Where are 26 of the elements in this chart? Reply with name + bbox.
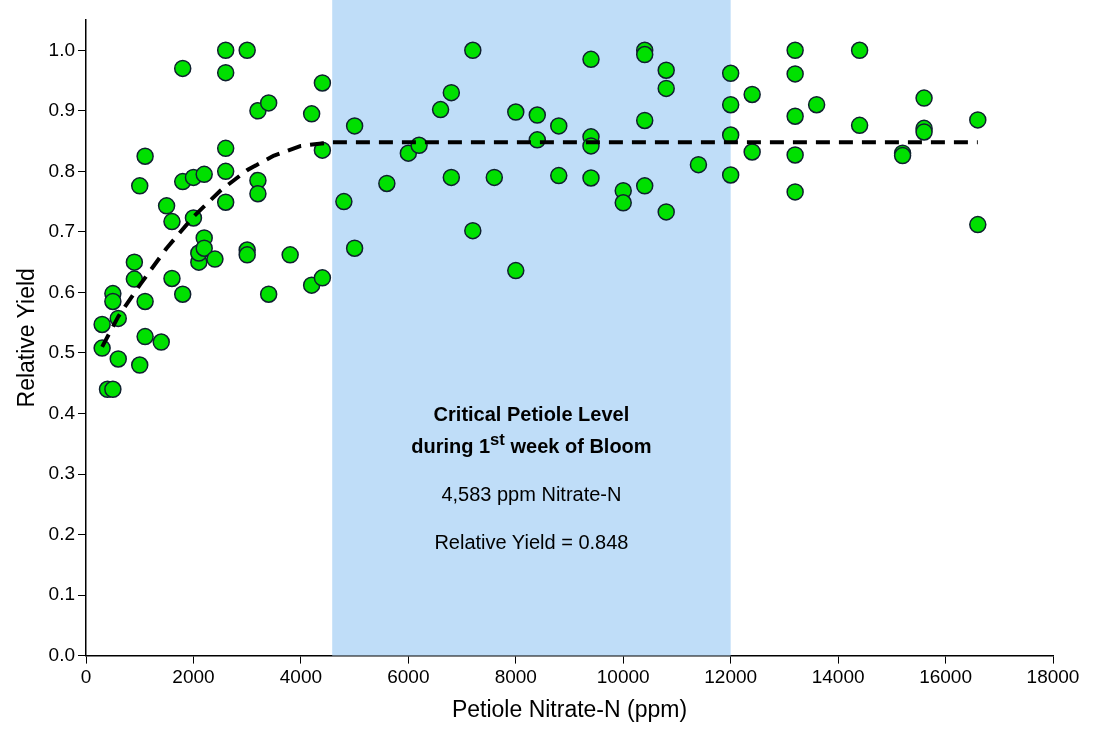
- x-tick-label: 0: [80, 666, 92, 688]
- x-tick-label: 2000: [172, 666, 215, 688]
- x-tick-label: 10000: [596, 666, 650, 688]
- y-tick-label: 0.6: [48, 280, 76, 302]
- x-tick-label: 12000: [704, 666, 758, 688]
- x-tick-label: 14000: [811, 666, 865, 688]
- x-tick-label: 6000: [387, 666, 430, 688]
- y-tick-label: 0.5: [48, 341, 76, 363]
- x-axis-title: Petiole Nitrate-N (ppm): [451, 695, 688, 722]
- x-tick-label: 8000: [494, 666, 537, 688]
- x-tick-label: 16000: [919, 666, 972, 688]
- y-tick-label: 0.9: [48, 99, 76, 121]
- y-tick-label: 0.3: [48, 462, 76, 484]
- y-axis-title: Relative Yield: [13, 268, 40, 408]
- annotation: Relative Yield = 0.848: [433, 530, 630, 555]
- y-tick-label: 0.0: [48, 643, 76, 665]
- y-tick-label: 0.1: [48, 583, 76, 605]
- y-tick-label: 0.7: [48, 220, 76, 242]
- annotation: Critical Petiole Level during 1$^{st}$ week of Bloom: [410, 402, 653, 459]
- y-tick-label: 0.2: [48, 522, 76, 544]
- x-tick-label: 4000: [279, 666, 323, 688]
- y-tick-label: 0.4: [48, 401, 76, 423]
- y-tick-label: 0.8: [48, 159, 76, 181]
- x-tick-label: 18000: [1026, 666, 1080, 688]
- annotation: 4,583 ppm Nitrate-N: [440, 482, 623, 507]
- y-tick-label: 1.0: [48, 38, 76, 60]
